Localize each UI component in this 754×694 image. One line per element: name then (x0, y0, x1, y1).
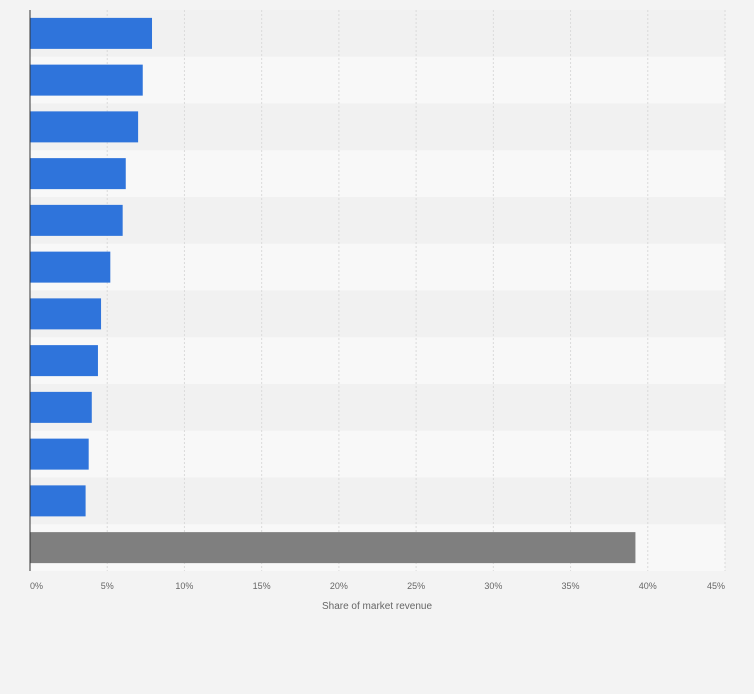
bar-highlight (30, 532, 636, 564)
row-band (30, 56, 725, 104)
x-tick-label: 20% (330, 581, 348, 591)
row-band (30, 290, 725, 338)
bar (30, 391, 92, 423)
x-tick-labels: 0% 5% 10% 15% 20% 25% 30% 35% 40% 45% (30, 581, 725, 591)
x-tick-label: 35% (562, 581, 580, 591)
bar (30, 298, 102, 330)
x-tick-label: 30% (484, 581, 502, 591)
row-band (30, 384, 725, 431)
x-tick-label: 25% (407, 581, 425, 591)
row-band (30, 150, 725, 197)
gridlines (106, 10, 726, 571)
bar (30, 438, 89, 470)
row-band (30, 337, 725, 384)
bar (30, 17, 153, 49)
bar (30, 158, 126, 190)
bars (30, 17, 636, 564)
bar (30, 204, 123, 236)
x-tick-label: 0% (30, 581, 43, 591)
row-band (30, 197, 725, 244)
row-band (30, 430, 725, 478)
x-tick-label: 40% (639, 581, 657, 591)
bar (30, 345, 98, 377)
row-bands (30, 10, 725, 571)
row-band (30, 103, 725, 151)
x-tick-label: 10% (175, 581, 193, 591)
x-tick-label: 45% (707, 581, 725, 591)
bar (30, 111, 139, 143)
bar (30, 485, 86, 517)
x-axis-title: Share of market revenue (322, 601, 432, 612)
row-band (30, 477, 725, 525)
bar (30, 251, 111, 283)
bar (30, 64, 143, 96)
x-tick-label: 5% (101, 581, 114, 591)
x-tick-label: 15% (253, 581, 271, 591)
row-band (30, 243, 725, 291)
